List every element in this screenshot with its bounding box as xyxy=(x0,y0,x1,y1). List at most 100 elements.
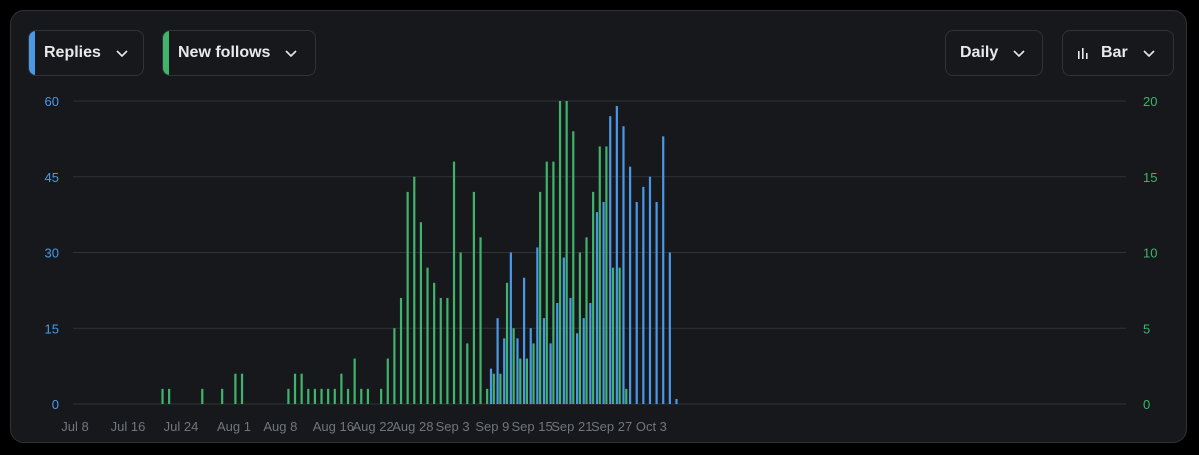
bar-new-follows xyxy=(486,388,489,404)
bar-replies xyxy=(655,202,658,404)
x-tick-label: Oct 3 xyxy=(636,419,667,434)
chevron-down-icon xyxy=(1012,46,1026,60)
bar-new-follows xyxy=(472,191,475,404)
bar-new-follows xyxy=(439,297,442,404)
bar-replies xyxy=(576,333,579,404)
bar-replies xyxy=(542,318,546,404)
bar-replies xyxy=(556,303,559,404)
bar-new-follows xyxy=(459,252,462,404)
bar-replies xyxy=(582,318,585,404)
metric-new-follows-label: New follows xyxy=(178,44,271,61)
bar-new-follows xyxy=(333,388,336,404)
bar-new-follows xyxy=(552,161,555,404)
bar-new-follows xyxy=(307,388,310,404)
bar-replies xyxy=(675,398,678,404)
bar-new-follows xyxy=(300,373,303,404)
bar-new-follows xyxy=(618,267,621,404)
y-right-tick-label: 0 xyxy=(1143,397,1150,412)
bar-new-follows xyxy=(313,388,316,404)
bar-replies xyxy=(635,202,638,404)
bar-new-follows xyxy=(592,191,595,404)
bar-new-follows xyxy=(386,358,389,404)
bar-new-follows xyxy=(512,328,515,404)
metric-replies-label: Replies xyxy=(44,44,101,61)
x-tick-label: Sep 9 xyxy=(475,419,509,434)
x-tick-label: Jul 16 xyxy=(111,419,146,434)
bar-new-follows xyxy=(433,282,436,404)
bar-replies xyxy=(503,338,506,404)
bar-new-follows xyxy=(340,373,343,404)
bar-replies xyxy=(668,252,671,404)
bar-new-follows xyxy=(419,222,422,404)
interval-label: Daily xyxy=(960,44,999,61)
axis-labels: 0 15 30 45 60 0 5 10 15 20 Jul 8 Jul 16 Jul 24 Aug 1 A… xyxy=(45,94,1158,434)
bar-new-follows xyxy=(558,101,562,404)
y-left-tick-label: 60 xyxy=(45,94,59,109)
bar-replies xyxy=(589,303,592,404)
bar-replies xyxy=(536,247,539,404)
bar-new-follows xyxy=(320,388,323,404)
x-tick-label: Aug 28 xyxy=(392,419,433,434)
y-right-tick-label: 10 xyxy=(1143,246,1157,261)
analytics-card: 0 15 30 45 60 0 5 10 15 20 Jul 8 Jul 16 Jul 24 Aug 1 A… xyxy=(10,10,1187,443)
bar-chart: 0 15 30 45 60 0 5 10 15 20 Jul 8 Jul 16 Jul 24 Aug 1 A… xyxy=(45,94,1158,434)
bar-new-follows xyxy=(393,328,396,404)
bar-replies xyxy=(569,297,572,404)
bar-replies xyxy=(496,318,499,404)
x-tick-label: Aug 1 xyxy=(217,419,251,434)
bar-replies xyxy=(489,368,493,404)
replies-color-accent xyxy=(29,31,35,75)
x-tick-label: Sep 27 xyxy=(591,419,632,434)
metric-selector-new-follows[interactable]: New follows xyxy=(162,30,316,76)
bar-replies xyxy=(562,257,565,404)
y-left-tick-label: 30 xyxy=(45,246,59,261)
bar-replies xyxy=(642,186,645,404)
bar-new-follows xyxy=(221,388,224,404)
bar-new-follows xyxy=(360,388,363,404)
bar-new-follows xyxy=(499,373,502,404)
bar-new-follows xyxy=(539,191,542,404)
x-tick-label: Sep 15 xyxy=(512,419,553,434)
bar-new-follows xyxy=(380,388,383,404)
bars xyxy=(161,101,678,405)
chart-type-label: Bar xyxy=(1101,44,1128,61)
chevron-down-icon xyxy=(284,46,298,60)
x-tick-label: Jul 8 xyxy=(61,419,88,434)
bar-new-follows xyxy=(293,373,297,404)
bar-new-follows xyxy=(413,176,416,404)
bar-new-follows xyxy=(545,161,548,404)
bar-new-follows xyxy=(446,297,449,404)
bar-new-follows xyxy=(234,373,237,404)
bar-replies xyxy=(549,343,552,404)
y-right-tick-label: 20 xyxy=(1143,94,1157,109)
x-tick-label: Sep 21 xyxy=(551,419,592,434)
bar-new-follows xyxy=(479,237,482,404)
bar-replies xyxy=(648,176,652,404)
bar-new-follows xyxy=(399,297,403,404)
bar-new-follows xyxy=(426,267,429,404)
y-left-tick-label: 0 xyxy=(52,397,59,412)
chart-type-dropdown[interactable]: Bar xyxy=(1062,30,1174,76)
bar-replies xyxy=(629,166,632,404)
bar-new-follows xyxy=(168,388,171,404)
y-left-tick-label: 15 xyxy=(45,321,59,336)
bar-new-follows xyxy=(605,146,608,404)
bar-replies xyxy=(523,277,526,404)
bar-new-follows xyxy=(505,282,509,404)
bar-replies xyxy=(529,328,532,404)
interval-dropdown[interactable]: Daily xyxy=(945,30,1043,76)
bar-new-follows xyxy=(611,267,615,404)
follows-color-accent xyxy=(163,31,169,75)
bar-new-follows xyxy=(406,191,409,404)
bar-new-follows xyxy=(525,358,528,404)
y-right-tick-label: 15 xyxy=(1143,170,1157,185)
bar-new-follows xyxy=(452,161,456,404)
bar-new-follows xyxy=(519,358,522,404)
chevron-down-icon xyxy=(1142,46,1156,60)
bar-replies xyxy=(662,136,665,404)
bar-replies xyxy=(602,202,605,404)
bar-replies xyxy=(622,126,625,404)
metric-selector-replies[interactable]: Replies xyxy=(28,30,144,76)
bar-new-follows xyxy=(532,343,535,404)
chevron-down-icon xyxy=(115,46,129,60)
